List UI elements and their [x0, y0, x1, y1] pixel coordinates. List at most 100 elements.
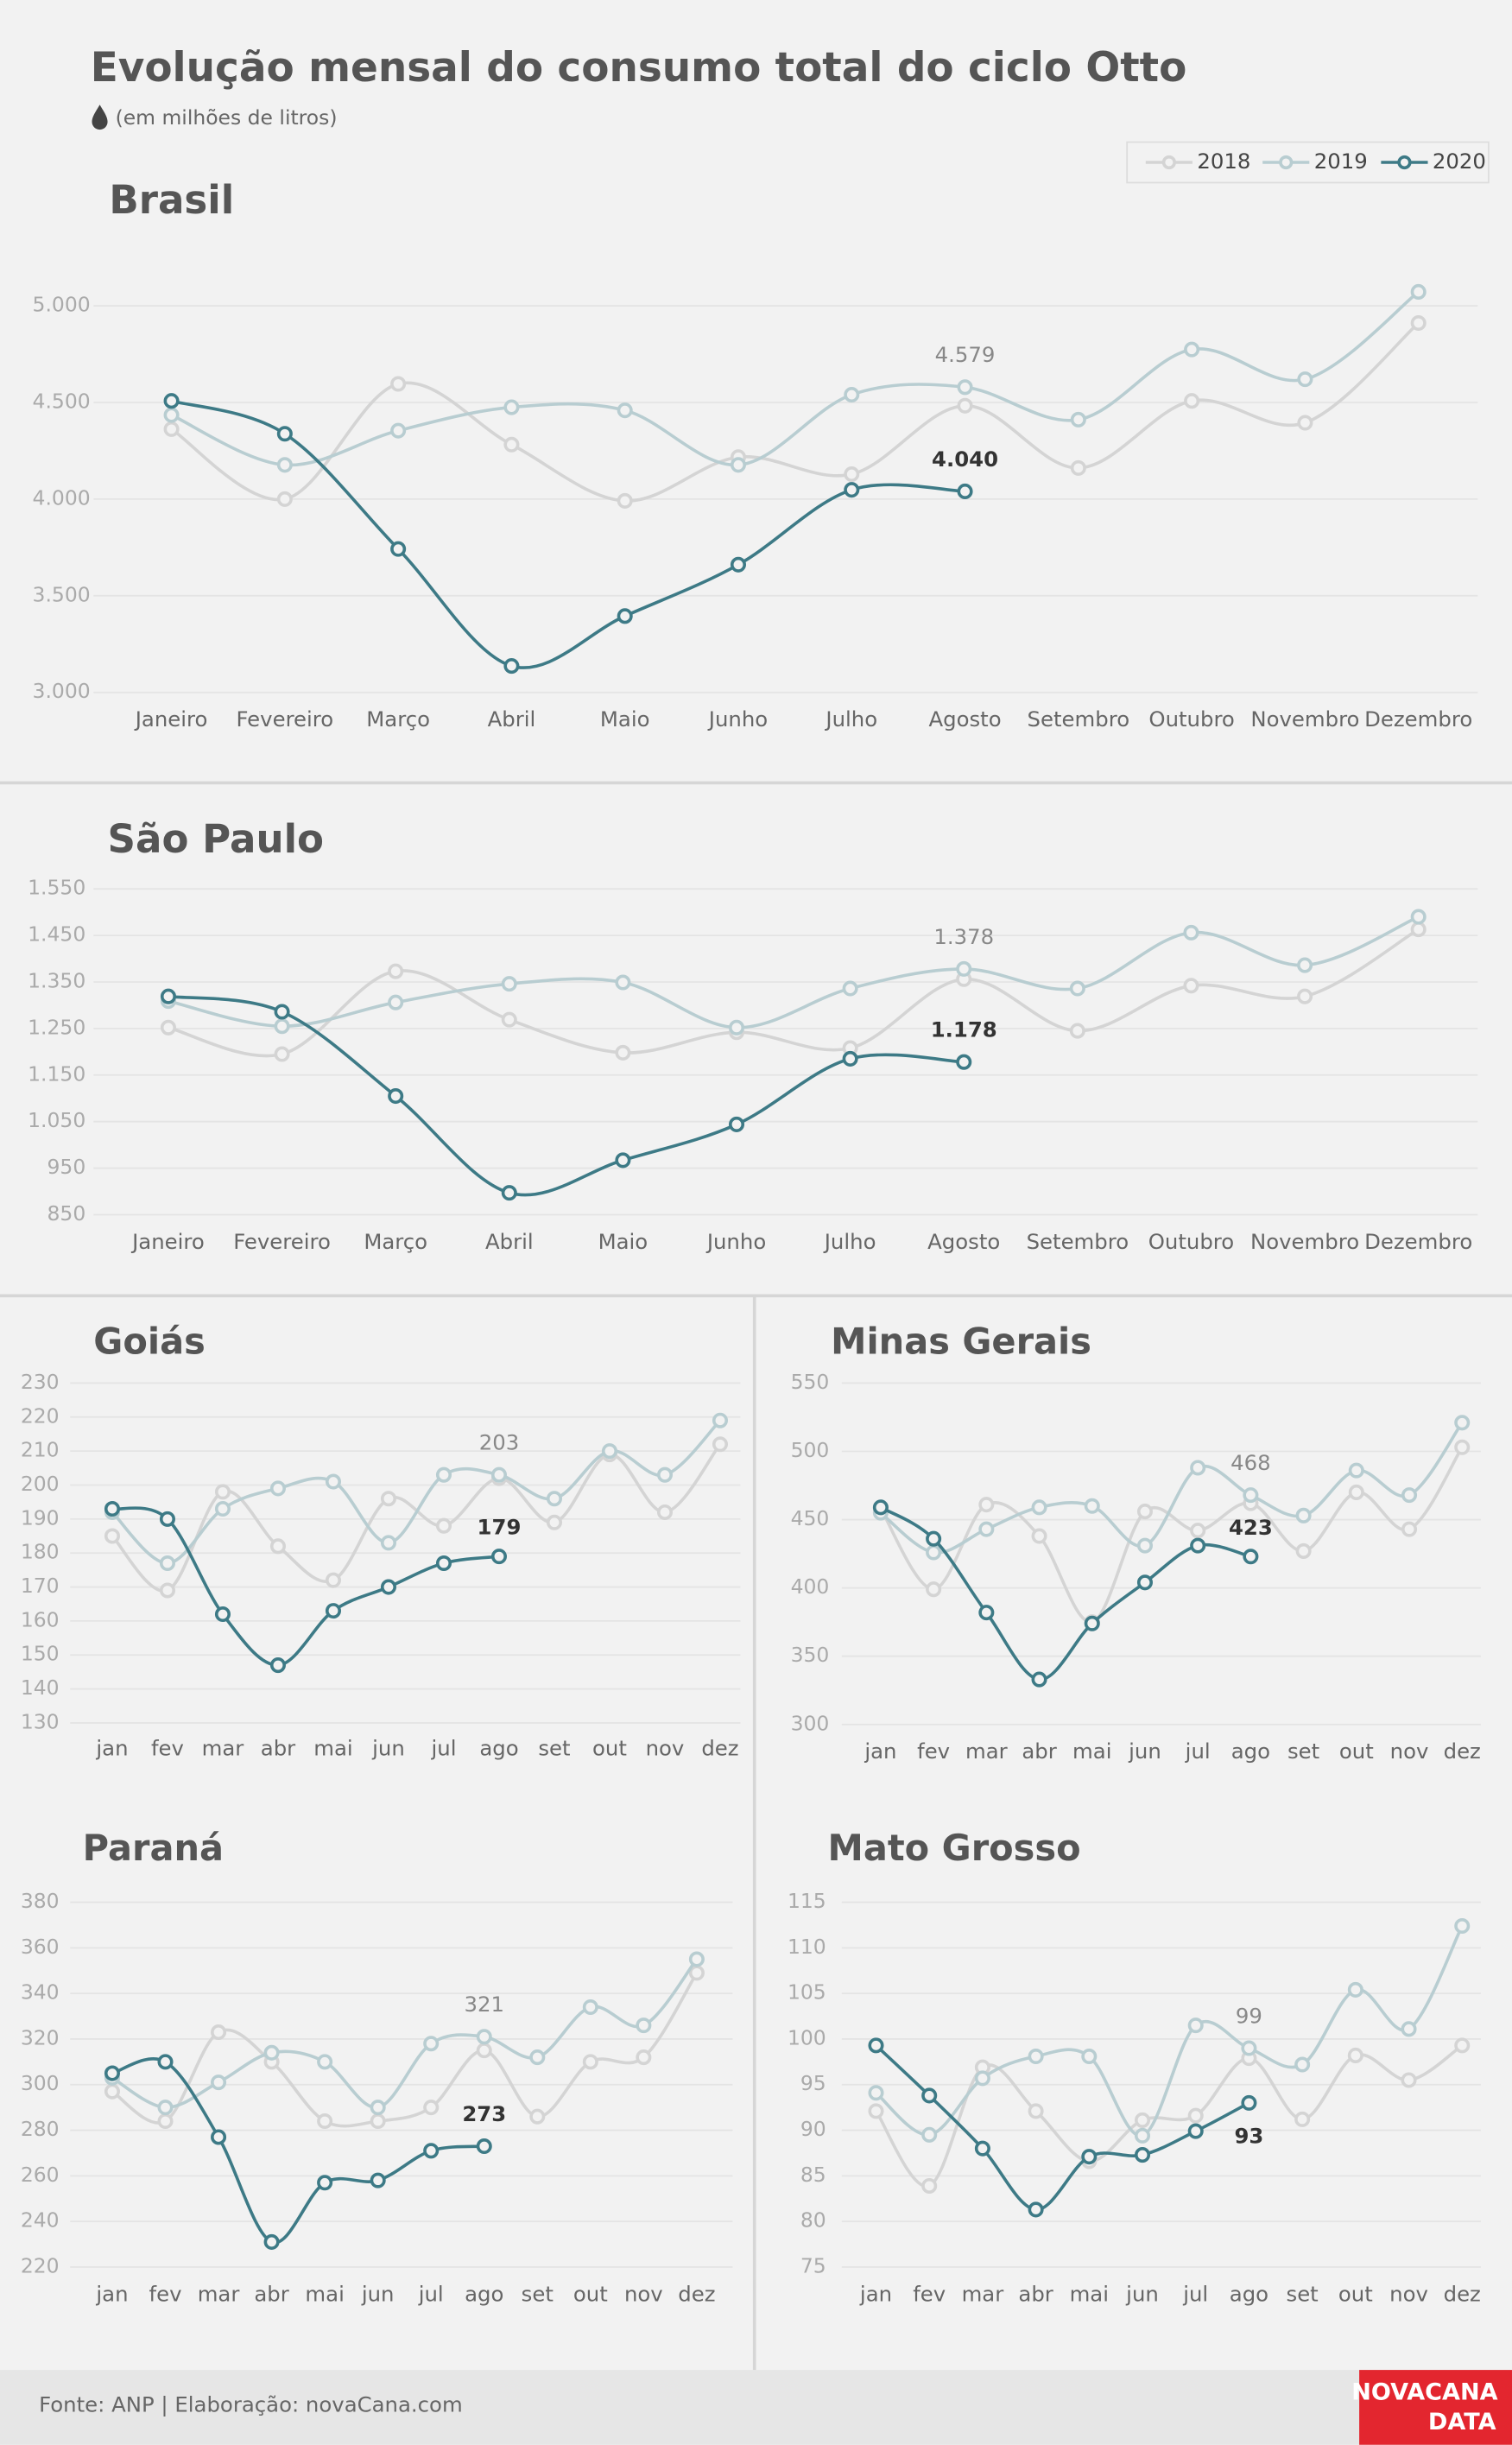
- y-tick-label: 3.000: [33, 679, 91, 703]
- point: [159, 1582, 175, 1599]
- point: [276, 457, 293, 473]
- point: [1187, 2123, 1204, 2139]
- x-tick-label: set: [1287, 1739, 1319, 1764]
- point: [160, 988, 176, 1004]
- y-tick-label: 1.250: [28, 1015, 85, 1039]
- point: [844, 387, 860, 403]
- y-tick-label: 400: [791, 1574, 830, 1599]
- point: [688, 1965, 705, 1981]
- point: [1028, 2103, 1044, 2119]
- point: [501, 1185, 517, 1201]
- y-tick-label: 105: [788, 1980, 826, 2005]
- point: [842, 1050, 858, 1067]
- x-tick-label: Janeiro: [134, 706, 208, 732]
- x-tick-label: jul: [430, 1736, 456, 1761]
- point: [617, 608, 633, 624]
- x-tick-label: Abril: [485, 1229, 534, 1254]
- point: [269, 1480, 286, 1497]
- point: [1295, 1507, 1312, 1523]
- point: [435, 1555, 452, 1572]
- data-label: 99: [1236, 2003, 1262, 2028]
- point: [956, 960, 972, 977]
- x-tick-label: Março: [364, 1229, 427, 1254]
- data-label: 273: [462, 2101, 506, 2126]
- x-tick-label: jul: [1185, 1739, 1211, 1764]
- data-label: 468: [1230, 1450, 1271, 1475]
- x-tick-label: Julho: [824, 706, 877, 732]
- legend-label: 2019: [1314, 149, 1368, 174]
- point: [157, 2112, 174, 2130]
- point: [423, 2036, 440, 2052]
- legend-marker: [1279, 155, 1294, 170]
- point: [546, 1491, 563, 1507]
- x-tick-label: mar: [202, 1736, 245, 1761]
- point: [490, 1549, 508, 1565]
- x-tick-label: Outubro: [1148, 1229, 1234, 1254]
- y-tick-label: 230: [21, 1370, 60, 1394]
- data-label: 93: [1234, 2124, 1263, 2149]
- point: [490, 1466, 508, 1483]
- y-tick-label: 280: [21, 2117, 60, 2141]
- point: [1454, 1439, 1471, 1455]
- legend-label: 2018: [1197, 149, 1250, 174]
- x-tick-label: out: [592, 1736, 627, 1761]
- point: [211, 2024, 227, 2041]
- point: [501, 1011, 517, 1028]
- point: [1401, 1521, 1418, 1537]
- data-label: 1.378: [933, 924, 994, 949]
- point: [1243, 1549, 1259, 1565]
- point: [1081, 2048, 1098, 2065]
- x-tick-label: abr: [1018, 2281, 1053, 2306]
- data-label: 4.579: [935, 342, 996, 367]
- point: [214, 1501, 231, 1517]
- point: [974, 2140, 990, 2157]
- point: [1297, 988, 1313, 1004]
- point: [1454, 2037, 1471, 2054]
- series-line: [111, 1506, 500, 1667]
- x-tick-label: Janeiro: [130, 1229, 205, 1254]
- point: [921, 2126, 938, 2143]
- x-tick-label: jan: [95, 1736, 128, 1761]
- x-tick-label: out: [573, 2281, 608, 2306]
- point: [159, 1555, 175, 1572]
- x-tick-label: Fevereiro: [233, 1229, 331, 1254]
- point: [656, 1504, 674, 1520]
- point: [1070, 411, 1086, 428]
- x-tick-label: jan: [95, 2281, 128, 2306]
- x-tick-label: Setembro: [1027, 1229, 1129, 1254]
- x-tick-label: jan: [864, 1739, 896, 1764]
- x-tick-label: Maio: [600, 706, 650, 732]
- point: [926, 1530, 942, 1547]
- chart-title: Brasil: [109, 177, 234, 223]
- x-tick-label: Março: [366, 706, 430, 732]
- point: [501, 976, 517, 992]
- series-line: [171, 399, 965, 669]
- x-tick-label: nov: [1390, 1739, 1429, 1764]
- point: [546, 1514, 563, 1530]
- point: [370, 2172, 386, 2188]
- legend-marker: [1161, 155, 1176, 170]
- point: [1190, 1460, 1206, 1476]
- y-tick-label: 200: [21, 1472, 60, 1496]
- x-tick-label: Junho: [705, 1229, 766, 1254]
- point: [1410, 283, 1427, 300]
- point: [274, 1018, 290, 1035]
- point: [214, 1484, 231, 1500]
- point: [636, 2049, 652, 2066]
- point: [317, 2054, 333, 2070]
- point: [1401, 2072, 1417, 2088]
- point: [1069, 1023, 1085, 1039]
- x-tick-label: jun: [371, 1736, 405, 1761]
- x-tick-label: ago: [1230, 2281, 1268, 2306]
- point: [503, 399, 520, 415]
- point: [269, 1538, 286, 1555]
- point: [636, 2017, 652, 2034]
- series-line: [170, 290, 1420, 467]
- y-tick-label: 300: [791, 1711, 830, 1735]
- point: [978, 1497, 995, 1513]
- point: [730, 457, 747, 473]
- y-tick-label: 210: [21, 1438, 60, 1462]
- y-tick-label: 4.500: [33, 389, 91, 413]
- y-tick-label: 170: [21, 1574, 60, 1598]
